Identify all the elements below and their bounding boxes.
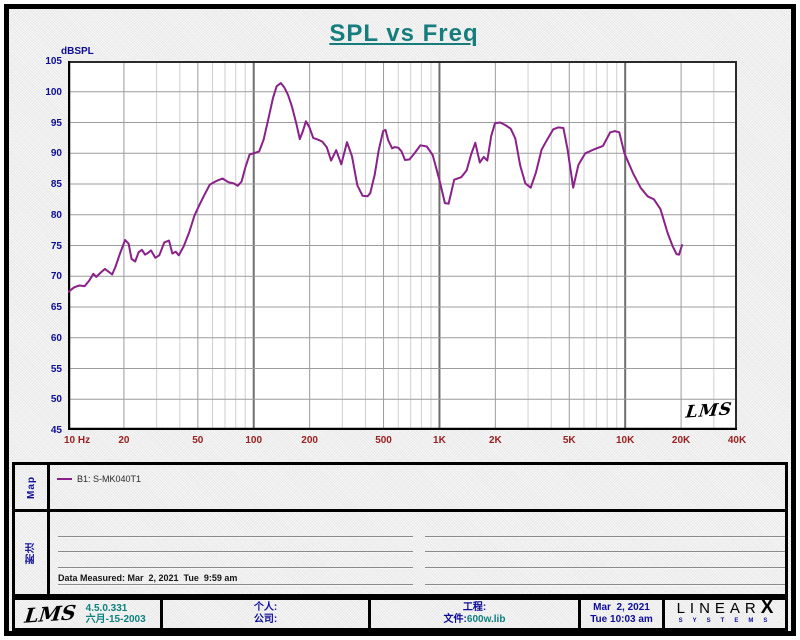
app-version-date: 六月-15-2003	[85, 614, 146, 625]
x-tick-label: 20K	[671, 435, 691, 446]
chart-title: SPL vs Freq	[329, 20, 479, 47]
x-tick-label: 1K	[433, 435, 446, 446]
y-axis-unit-label: dBSPL	[61, 46, 94, 57]
x-tick-label: 200	[301, 435, 318, 446]
y-tick-label: 100	[45, 86, 62, 98]
footer-time: Tue 10:03 am	[590, 614, 653, 625]
notes-rule	[425, 536, 785, 538]
app-version: 4.5.0.331	[85, 603, 128, 614]
notes-section: 附注 Data Measured: Mar 2, 2021 Tue 9:59 a…	[12, 509, 788, 597]
legend-line-swatch	[57, 478, 72, 480]
notes-rule	[58, 584, 413, 586]
legend-entry-label: B1: S-MK040T1	[77, 474, 142, 484]
y-tick-label: 45	[50, 425, 62, 436]
notes-section-sidebar: 附注	[15, 512, 50, 594]
x-tick-label: 10 Hz	[64, 435, 91, 446]
notes-section-label: 附注	[25, 542, 37, 564]
lms-watermark: LMS	[684, 399, 734, 423]
brand-x-glyph: X	[760, 596, 774, 618]
notes-rule	[425, 584, 785, 586]
footer-project-cell: 工程: 文件:600w.lib	[371, 600, 581, 628]
y-tick-label: 70	[50, 271, 62, 283]
footer-app-cell: LMS 4.5.0.331 六月-15-2003	[15, 600, 163, 628]
brand-linear-text: LINEAR	[676, 599, 761, 617]
legend-section-sidebar: Map	[15, 465, 50, 509]
notes-rule	[58, 567, 413, 569]
y-tick-label: 85	[50, 179, 62, 190]
y-tick-label: 80	[50, 209, 62, 221]
x-tick-label: 20	[118, 435, 130, 446]
notes-rule	[58, 536, 413, 538]
y-tick-label: 50	[50, 394, 62, 406]
file-line: 文件:600w.lib	[444, 614, 506, 626]
x-tick-label: 50	[192, 435, 204, 446]
y-tick-label: 90	[50, 148, 62, 160]
data-measured-text: Data Measured: Mar 2, 2021 Tue 9:59 am	[58, 573, 238, 583]
y-tick-label: 65	[50, 302, 62, 313]
file-label: 文件:	[443, 614, 467, 625]
y-tick-label: 60	[50, 332, 62, 344]
spl-curve-chart	[68, 61, 737, 430]
x-tick-label: 500	[375, 435, 392, 446]
footer-identity-cell: 个人: 公司:	[163, 600, 371, 628]
footer-bar: LMS 4.5.0.331 六月-15-2003 个人: 公司: 工程: 文件:…	[12, 597, 788, 631]
footer-date: Mar 2, 2021	[593, 602, 650, 613]
x-tick-label: 100	[245, 435, 263, 446]
legend-section-label: Map	[25, 475, 37, 499]
brand-systems-text: SYSTEMS	[678, 617, 778, 624]
chart-canvas	[68, 61, 737, 430]
footer-date-cell: Mar 2, 2021 Tue 10:03 am	[581, 600, 665, 628]
notes-rule	[425, 551, 785, 553]
legend-section: Map B1: S-MK040T1	[12, 462, 788, 512]
y-tick-label: 55	[50, 363, 62, 375]
x-tick-label: 2K	[488, 435, 502, 446]
x-tick-label: 40K	[727, 435, 747, 446]
company-label: 公司:	[253, 614, 278, 625]
notes-rule	[425, 567, 785, 569]
notes-rule	[58, 551, 413, 553]
linearx-logo: LINEARX SYSTEMS	[673, 598, 778, 628]
legend-entry: B1: S-MK040T1	[57, 474, 141, 484]
y-tick-label: 75	[50, 240, 62, 252]
lms-logo: LMS	[23, 600, 78, 628]
project-label: 工程:	[462, 602, 487, 613]
x-tick-label: 5K	[562, 435, 576, 446]
y-tick-label: 95	[50, 117, 62, 129]
footer-brand-cell: LINEARX SYSTEMS	[665, 598, 785, 628]
y-tick-label: 105	[45, 56, 62, 67]
file-value: 600w.lib	[466, 614, 506, 625]
x-tick-label: 10K	[615, 435, 635, 446]
personal-label: 个人:	[253, 602, 278, 613]
